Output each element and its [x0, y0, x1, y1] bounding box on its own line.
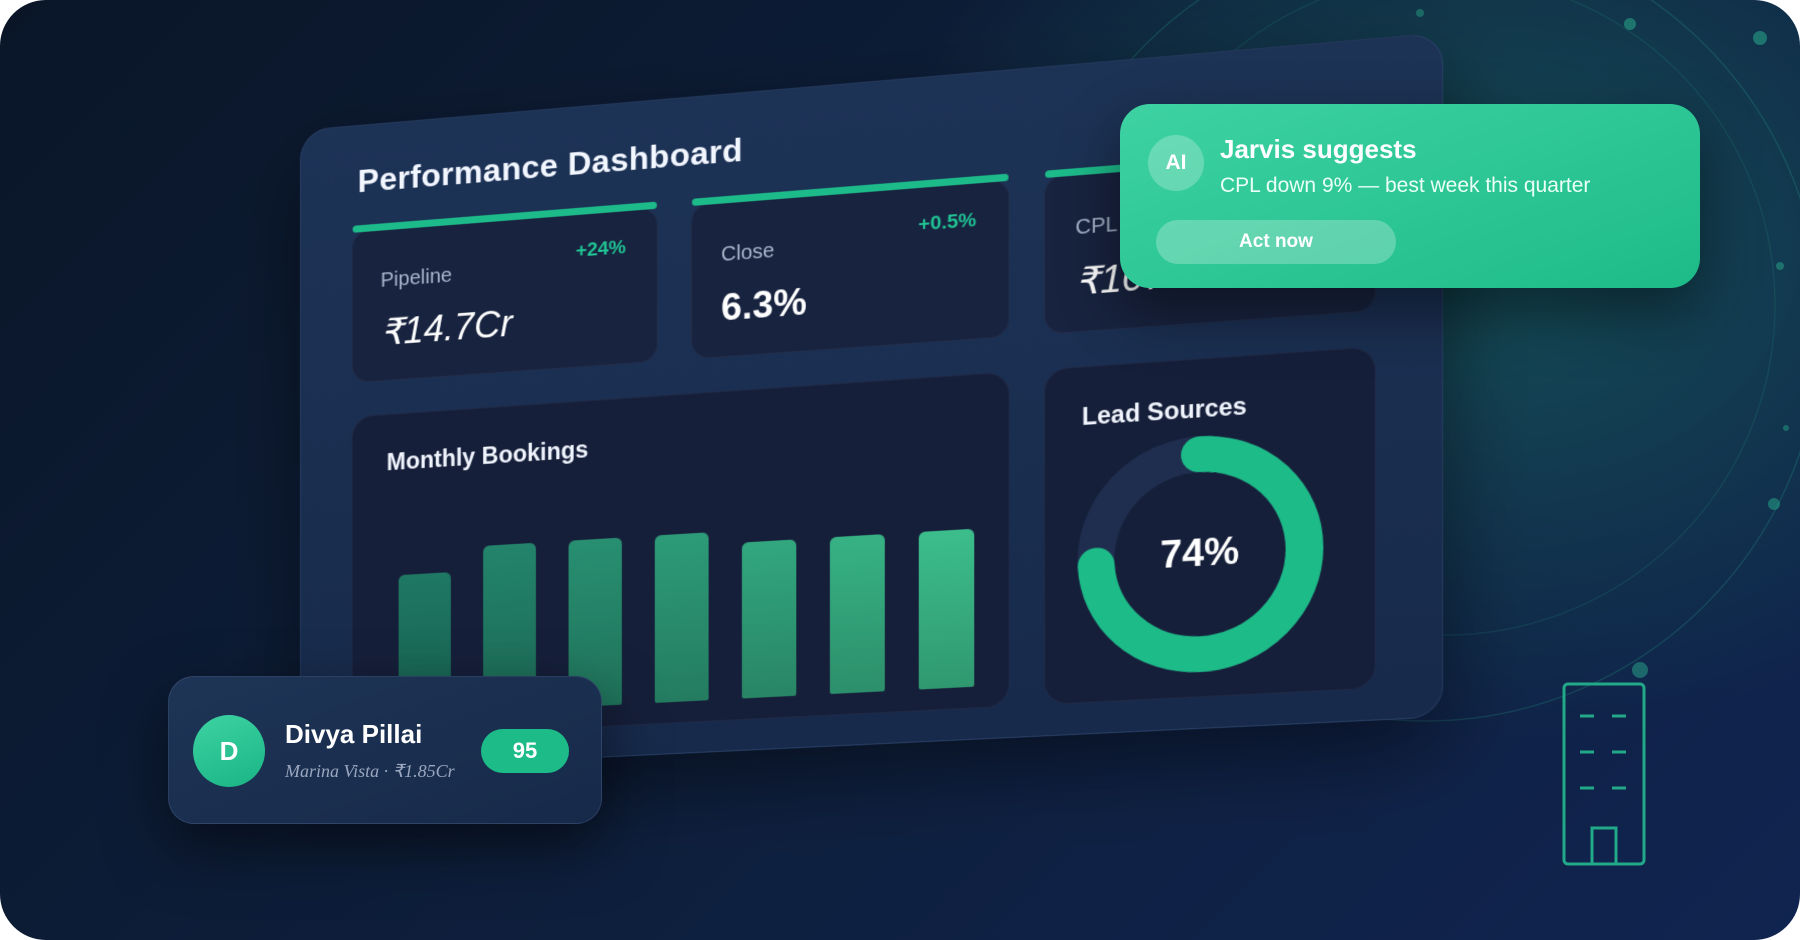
kpi-label: Pipeline	[381, 264, 452, 293]
kpi-label: CPL	[1075, 213, 1117, 240]
toast-message: CPL down 9% — best week this quarter	[1220, 174, 1590, 198]
lead-sources-panel: Lead Sources 74%	[1044, 346, 1376, 705]
ai-suggestion-toast[interactable]: AI Jarvis suggests CPL down 9% — best we…	[1120, 104, 1700, 288]
avatar: D	[193, 715, 265, 787]
bookings-bar-4[interactable]	[655, 532, 709, 703]
kpi-delta: +0.5%	[918, 209, 976, 236]
lead-name: Divya Pillai	[285, 719, 422, 750]
toast-title: Jarvis suggests	[1220, 134, 1417, 165]
lead-card[interactable]: D Divya Pillai Marina Vista · ₹1.85Cr 95	[168, 676, 602, 824]
kpi-value: 6.3%	[721, 280, 807, 329]
bookings-bar-7[interactable]	[919, 529, 974, 690]
bookings-bar-5[interactable]	[742, 539, 796, 698]
lead-score-badge: 95	[481, 729, 569, 773]
kpi-delta: +24%	[576, 237, 626, 263]
kpi-value: ₹14.7Cr	[381, 302, 513, 354]
monthly-bookings-title: Monthly Bookings	[387, 436, 589, 477]
lead-meta: Marina Vista · ₹1.85Cr	[285, 761, 455, 782]
kpi-card-pipeline[interactable]: Pipeline +24% ₹14.7Cr	[352, 207, 658, 384]
act-now-button[interactable]: Act now	[1156, 220, 1396, 264]
ai-avatar: AI	[1148, 135, 1204, 191]
kpi-label: Close	[721, 240, 774, 268]
kpi-card-close[interactable]: Close +0.5% 6.3%	[691, 179, 1010, 360]
bookings-bar-6[interactable]	[830, 534, 885, 694]
building-icon	[1564, 684, 1644, 864]
